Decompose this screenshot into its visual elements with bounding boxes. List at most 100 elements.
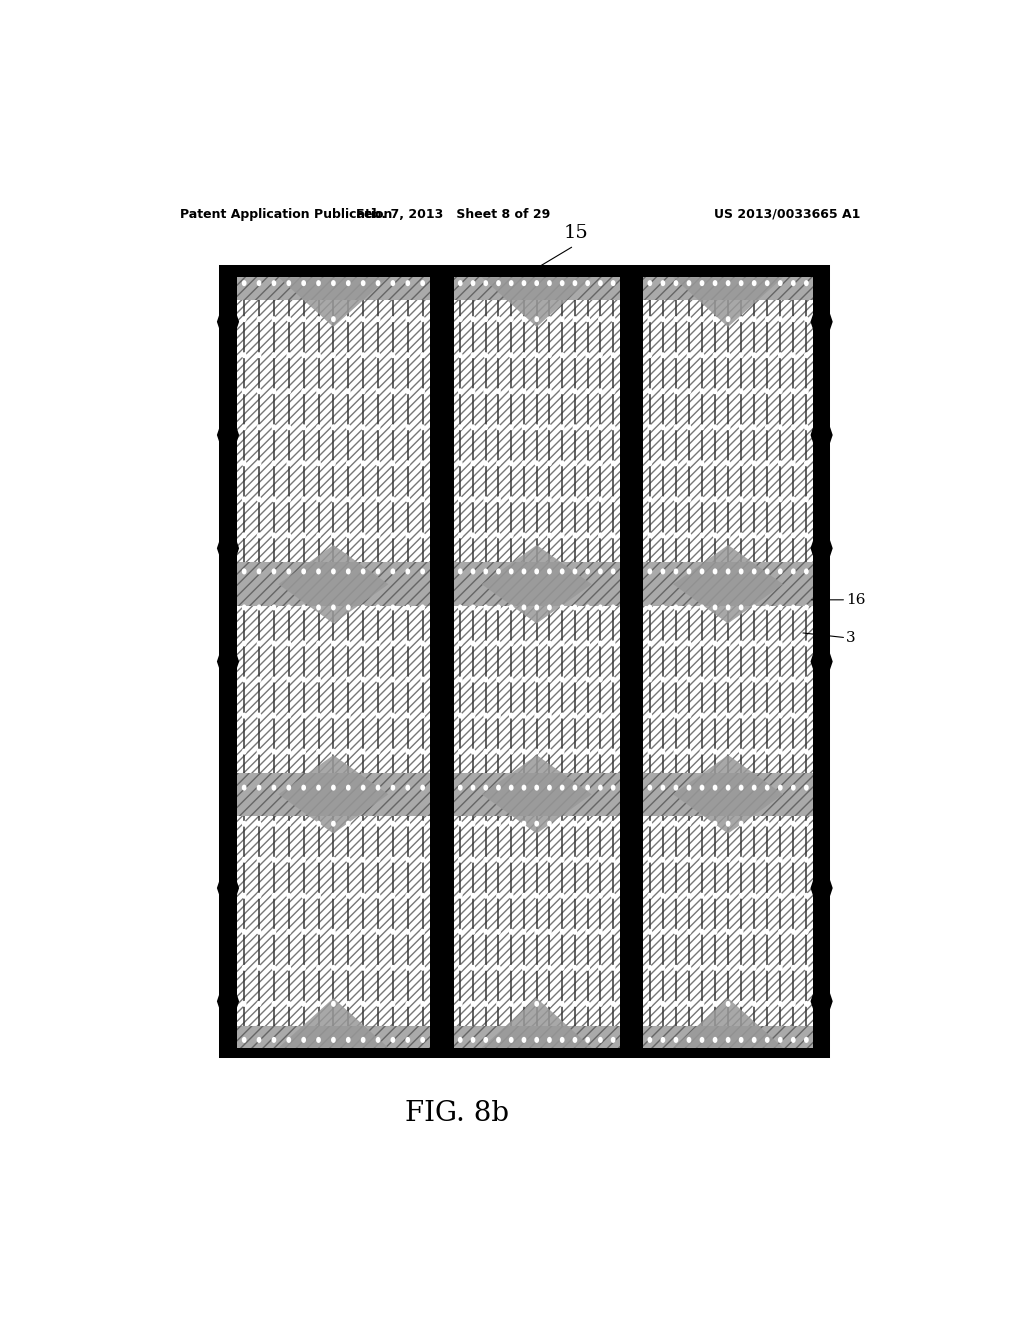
Circle shape <box>471 280 475 286</box>
Circle shape <box>406 461 411 466</box>
Circle shape <box>471 640 475 647</box>
Circle shape <box>242 315 247 322</box>
Circle shape <box>560 1036 564 1043</box>
Circle shape <box>360 713 366 718</box>
Bar <box>377 265 379 1057</box>
Circle shape <box>647 892 652 899</box>
Circle shape <box>496 713 501 718</box>
Bar <box>288 265 290 1057</box>
Circle shape <box>509 496 514 503</box>
Circle shape <box>376 929 380 935</box>
Circle shape <box>765 748 770 755</box>
Circle shape <box>287 532 291 539</box>
Bar <box>779 265 781 1057</box>
Circle shape <box>791 640 796 647</box>
Circle shape <box>687 424 691 430</box>
Circle shape <box>390 748 395 755</box>
Circle shape <box>586 1036 590 1043</box>
Circle shape <box>547 713 552 718</box>
Circle shape <box>687 315 691 322</box>
Polygon shape <box>621 289 642 355</box>
Circle shape <box>535 532 539 539</box>
Circle shape <box>346 388 350 395</box>
Circle shape <box>271 569 276 574</box>
Circle shape <box>726 857 730 863</box>
Circle shape <box>713 713 718 718</box>
Circle shape <box>804 640 809 647</box>
Circle shape <box>699 676 705 682</box>
Circle shape <box>560 640 564 647</box>
Circle shape <box>778 315 782 322</box>
Circle shape <box>301 821 306 826</box>
Circle shape <box>572 965 578 972</box>
Circle shape <box>483 461 488 466</box>
Circle shape <box>674 532 678 539</box>
Circle shape <box>752 857 757 863</box>
Circle shape <box>257 315 261 322</box>
Polygon shape <box>811 969 833 1035</box>
Circle shape <box>647 1036 652 1043</box>
Circle shape <box>420 352 425 358</box>
Circle shape <box>726 532 730 539</box>
Circle shape <box>483 1001 488 1007</box>
Circle shape <box>598 821 603 826</box>
Circle shape <box>316 496 321 503</box>
Circle shape <box>316 965 321 972</box>
Circle shape <box>560 713 564 718</box>
Circle shape <box>586 857 590 863</box>
Circle shape <box>287 892 291 899</box>
Circle shape <box>560 784 564 791</box>
Bar <box>587 265 589 1057</box>
Circle shape <box>572 713 578 718</box>
Circle shape <box>726 929 730 935</box>
Circle shape <box>586 388 590 395</box>
Circle shape <box>598 461 603 466</box>
Circle shape <box>778 857 782 863</box>
Circle shape <box>572 352 578 358</box>
Circle shape <box>560 892 564 899</box>
Circle shape <box>598 424 603 430</box>
Circle shape <box>804 929 809 935</box>
Circle shape <box>331 352 336 358</box>
Bar <box>237 277 813 300</box>
Bar <box>754 265 755 1057</box>
Circle shape <box>699 892 705 899</box>
Circle shape <box>346 605 350 611</box>
Circle shape <box>804 496 809 503</box>
Circle shape <box>765 1001 770 1007</box>
Polygon shape <box>279 277 388 327</box>
Circle shape <box>572 892 578 899</box>
Circle shape <box>420 424 425 430</box>
Circle shape <box>420 605 425 611</box>
Circle shape <box>406 315 411 322</box>
Circle shape <box>390 821 395 826</box>
Circle shape <box>598 892 603 899</box>
Circle shape <box>547 532 552 539</box>
Circle shape <box>647 821 652 826</box>
Circle shape <box>420 892 425 899</box>
Circle shape <box>598 352 603 358</box>
Circle shape <box>560 748 564 755</box>
Polygon shape <box>811 628 833 694</box>
Circle shape <box>713 748 718 755</box>
Circle shape <box>257 424 261 430</box>
Circle shape <box>765 280 770 286</box>
Circle shape <box>521 605 526 611</box>
Circle shape <box>287 1036 291 1043</box>
Circle shape <box>390 784 395 791</box>
Circle shape <box>331 315 336 322</box>
Circle shape <box>752 1001 757 1007</box>
Circle shape <box>713 1036 718 1043</box>
Circle shape <box>521 280 526 286</box>
Circle shape <box>610 784 615 791</box>
Bar <box>561 265 563 1057</box>
Circle shape <box>257 821 261 826</box>
Circle shape <box>572 821 578 826</box>
Circle shape <box>471 388 475 395</box>
Circle shape <box>509 821 514 826</box>
Circle shape <box>572 1036 578 1043</box>
Circle shape <box>406 676 411 682</box>
Circle shape <box>346 461 350 466</box>
Circle shape <box>699 280 705 286</box>
Circle shape <box>804 1001 809 1007</box>
